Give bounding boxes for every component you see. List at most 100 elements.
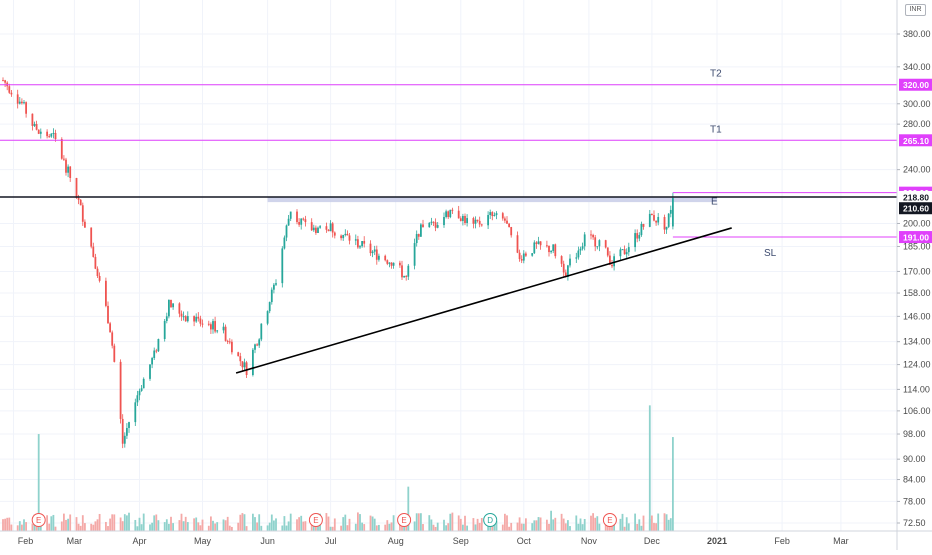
candle-body: [302, 218, 305, 220]
volume-bar: [401, 523, 403, 531]
candle-body: [172, 303, 174, 308]
candle-body: [197, 316, 200, 319]
x-tick-label: Feb: [774, 536, 790, 546]
earnings-marker: [308, 513, 323, 527]
y-tick-label: 124.00: [903, 360, 931, 370]
volume-bar: [449, 513, 452, 531]
candle-body: [445, 211, 447, 217]
candle-body: [457, 210, 460, 219]
candle-body: [317, 227, 319, 233]
volume-bar: [386, 520, 389, 531]
candle-body: [611, 264, 613, 267]
volume-bar: [474, 524, 477, 531]
volume-bar: [119, 517, 122, 531]
volume-bar: [67, 518, 69, 531]
candle-body: [459, 218, 462, 221]
resistance-zone-band: [267, 196, 717, 203]
price-badge-sl: [899, 231, 932, 244]
volume-bar: [6, 517, 9, 531]
y-tick-label: 134.00: [903, 337, 931, 347]
y-tick-label: 114.00: [903, 384, 930, 394]
candle-body: [312, 227, 315, 231]
volume-bar: [23, 519, 25, 531]
candle-body: [310, 222, 313, 231]
volume-bar: [422, 524, 424, 531]
volume-bar: [94, 521, 97, 531]
candle-body: [606, 247, 609, 256]
volume-bar: [260, 525, 263, 531]
volume-bar: [199, 525, 202, 531]
volume-bar: [113, 514, 116, 531]
candle-body: [451, 209, 454, 211]
volume-bar: [283, 516, 286, 531]
level-label-t2: T2: [710, 69, 722, 80]
price-badge-text-t1: 265.10: [903, 136, 929, 146]
price-badge-text-resistance: 218.80: [903, 192, 929, 202]
volume-bar: [98, 513, 101, 531]
volume-bar: [562, 518, 565, 531]
earnings-marker-letter: E: [607, 516, 612, 525]
candle-body: [107, 305, 109, 324]
volume-bar: [81, 515, 84, 531]
volume-bar: [252, 513, 254, 531]
candle-body: [21, 101, 23, 104]
candle-body: [436, 225, 439, 228]
volume-bar: [428, 515, 431, 531]
volume-bar: [273, 520, 275, 531]
candle-body: [149, 364, 151, 379]
volume-bar: [21, 524, 23, 531]
volume-bar: [598, 523, 601, 531]
earnings-marker-letter: E: [36, 516, 41, 525]
volume-bar: [138, 517, 141, 531]
candle-body: [123, 435, 126, 444]
price-badge-t1: [899, 134, 932, 147]
volume-bar: [564, 523, 567, 531]
volume-bar: [224, 520, 227, 531]
volume-bar: [548, 523, 550, 531]
level-label-e: E: [711, 197, 718, 208]
volume-bar: [363, 524, 366, 531]
candle-body: [621, 249, 624, 251]
candle-body: [96, 268, 99, 276]
candle-body: [375, 249, 378, 260]
currency-badge[interactable]: INR: [905, 4, 926, 16]
candle-body: [474, 219, 477, 224]
y-tick-label: 78.00: [903, 496, 926, 506]
candle-body: [157, 339, 160, 352]
volume-bar: [75, 517, 78, 531]
y-tick-label: 98.00: [903, 429, 926, 439]
volume-bar: [665, 514, 668, 531]
volume-bar: [2, 519, 4, 531]
candle-body: [210, 324, 212, 330]
candle-body: [592, 234, 594, 238]
drawn-lines[interactable]: T2 T1 E SL: [0, 69, 897, 374]
candle-body: [275, 283, 277, 285]
volume-bar: [18, 521, 21, 531]
candle-body: [403, 276, 405, 278]
candle-body: [522, 253, 525, 261]
volume-bar: [228, 525, 231, 531]
candle-body: [216, 330, 219, 332]
volume-spike: [37, 434, 40, 531]
candle-body: [90, 227, 93, 247]
volume-bar: [134, 519, 137, 531]
y-tick-label: 280.00: [903, 119, 931, 129]
candle-body: [480, 224, 483, 226]
volume-bar: [60, 521, 63, 531]
x-tick-label: Sep: [453, 536, 469, 546]
volume-bar: [550, 510, 552, 531]
candle-body: [520, 259, 523, 261]
volume-bar: [123, 514, 126, 531]
volume-bar: [153, 515, 156, 531]
volume-bar: [415, 513, 418, 531]
volume-bar: [552, 519, 555, 531]
candle-body: [287, 218, 290, 226]
volume-bar: [466, 525, 468, 531]
candle-body: [504, 218, 506, 221]
volume-bar: [214, 523, 216, 531]
volume-bar: [537, 517, 540, 531]
x-tick-label: Apr: [132, 536, 146, 546]
